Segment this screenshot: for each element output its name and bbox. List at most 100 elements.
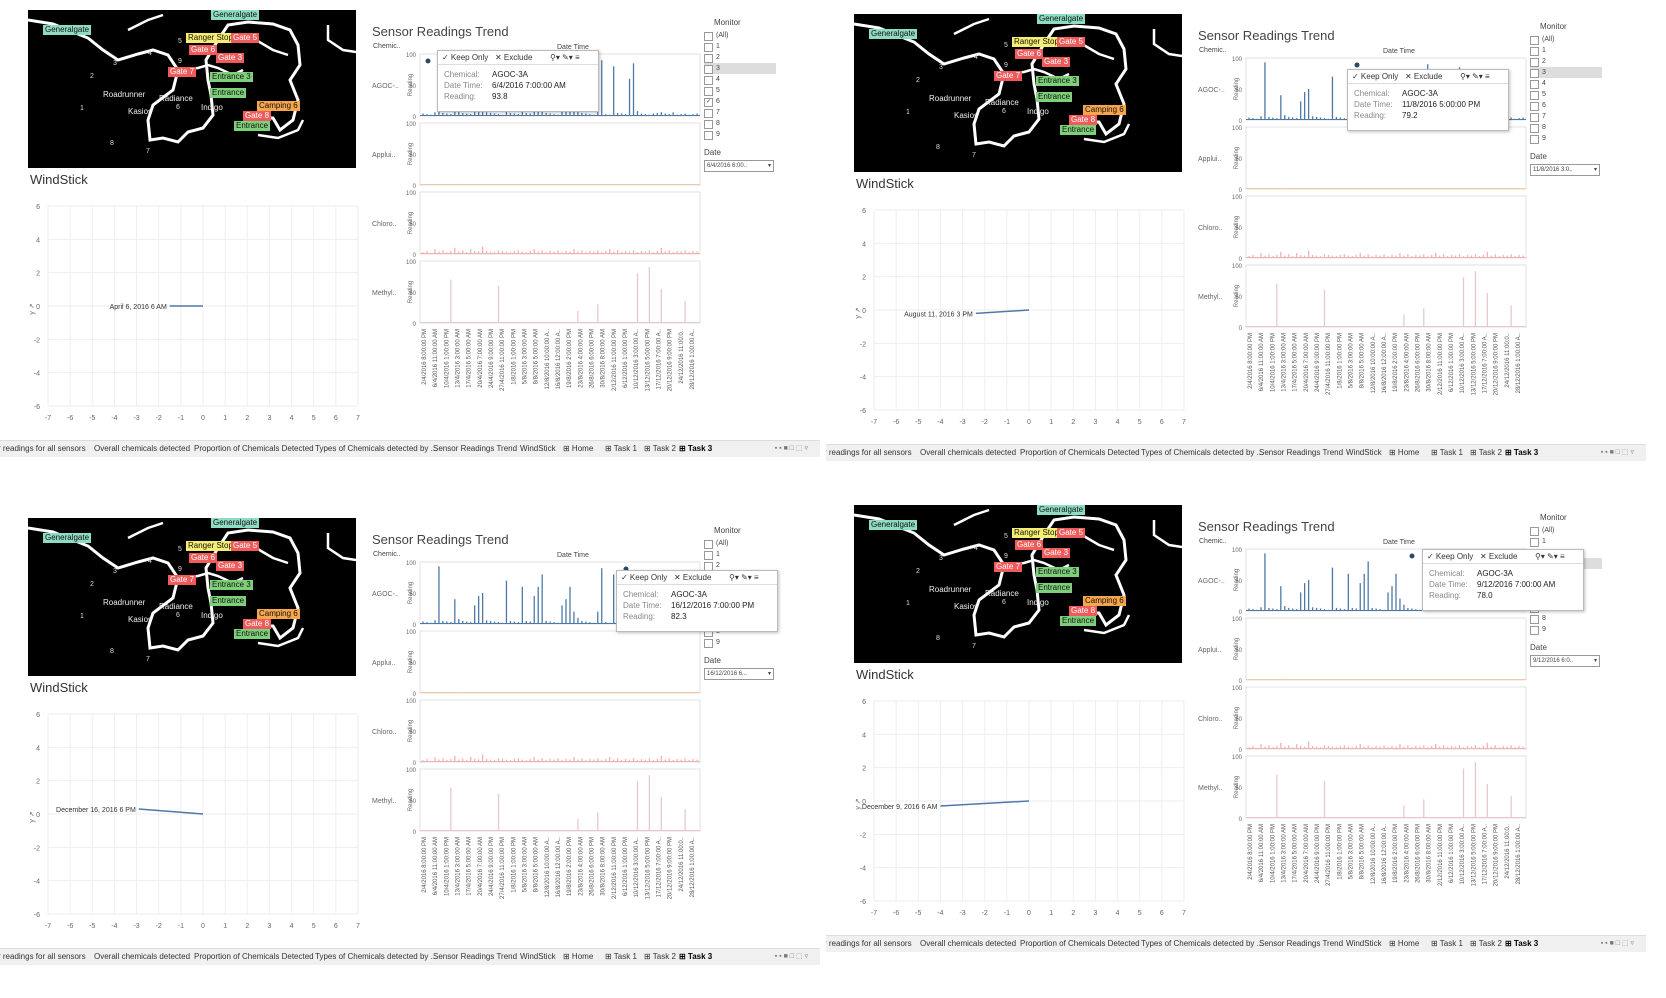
- map-label[interactable]: Gate 5: [231, 33, 260, 43]
- checkbox[interactable]: [1530, 113, 1539, 122]
- sheet-tab[interactable]: ⊞ Task 3: [679, 952, 713, 961]
- monitor-option[interactable]: 4: [1530, 78, 1602, 89]
- date-filter-dropdown[interactable]: 9/12/2016 6:0..: [1530, 655, 1600, 667]
- group-icon[interactable]: ⚲▾ ✎▾ ≡: [1460, 72, 1490, 81]
- sheet-tab[interactable]: Types of Chemicals detected by ...: [315, 444, 438, 453]
- datetime-header[interactable]: Date Time: [557, 44, 589, 51]
- monitor-option[interactable]: 1: [1530, 536, 1602, 547]
- sheet-tab[interactable]: Proportion of Chemicals Detected: [1020, 939, 1140, 948]
- map-label[interactable]: Gate 5: [1057, 37, 1086, 47]
- map-label[interactable]: Gate 8: [243, 619, 272, 629]
- map-label[interactable]: Entrance: [234, 629, 271, 639]
- monitor-option[interactable]: 2: [1530, 56, 1602, 67]
- map-label[interactable]: Entrance: [234, 121, 271, 131]
- sensor-marker[interactable]: 2: [916, 77, 920, 84]
- checkbox[interactable]: [1530, 626, 1539, 635]
- map-view[interactable]: Generalgate Generalgate Ranger Stop Gate…: [854, 14, 1182, 172]
- group-icon[interactable]: ⚲▾ ✎▾ ≡: [550, 53, 580, 62]
- monitor-option[interactable]: 1: [704, 41, 776, 52]
- map-label[interactable]: Gate 7: [168, 67, 197, 77]
- map-label[interactable]: Entrance 3: [210, 72, 253, 82]
- sheet-tab[interactable]: ⊞ Task 1: [605, 444, 637, 453]
- map-label[interactable]: Entrance: [1060, 616, 1097, 626]
- sheet-tab[interactable]: ⊞ Task 3: [1505, 939, 1539, 948]
- monitor-option[interactable]: 7: [704, 107, 776, 118]
- monitor-option[interactable]: 6: [1530, 100, 1602, 111]
- checkbox[interactable]: [1530, 538, 1539, 547]
- map-label[interactable]: Entrance 3: [1036, 567, 1079, 577]
- sensor-marker[interactable]: 4: [148, 558, 152, 565]
- sensor-marker[interactable]: 1: [80, 105, 84, 112]
- monitor-option[interactable]: (All): [704, 30, 776, 41]
- monitor-option[interactable]: 5: [704, 85, 776, 96]
- map-label[interactable]: Gate 7: [994, 562, 1023, 572]
- checkbox[interactable]: [704, 120, 713, 129]
- map-label[interactable]: Gate 5: [1057, 528, 1086, 538]
- map-label[interactable]: Gate 5: [231, 541, 260, 551]
- map-label[interactable]: Gate 8: [1069, 115, 1098, 125]
- map-label[interactable]: Gate 8: [243, 111, 272, 121]
- sheet-tab[interactable]: r readings for all sensors: [826, 939, 912, 948]
- sensor-marker[interactable]: 9: [1004, 553, 1008, 560]
- trend-chart[interactable]: AGOC-.. Reading 100 50 0 Applui.. Reading 100 50…: [370, 558, 710, 940]
- checkbox[interactable]: [704, 540, 713, 549]
- checkbox[interactable]: [1530, 69, 1539, 78]
- sensor-marker[interactable]: 6: [176, 612, 180, 619]
- map-label[interactable]: Generalgate: [869, 29, 918, 39]
- monitor-option[interactable]: 1: [704, 549, 776, 560]
- sensor-marker[interactable]: 3: [113, 568, 117, 575]
- map-label[interactable]: Entrance: [210, 596, 247, 606]
- map-label[interactable]: Entrance: [1060, 125, 1097, 135]
- sensor-marker[interactable]: 7: [972, 643, 976, 650]
- monitor-option[interactable]: 3: [704, 63, 776, 74]
- map-label[interactable]: Gate 6: [1015, 49, 1044, 59]
- map-label[interactable]: Ranger Stop: [1012, 528, 1061, 538]
- monitor-option[interactable]: (All): [1530, 525, 1602, 536]
- monitor-option[interactable]: 9: [704, 129, 776, 140]
- checkbox[interactable]: [704, 551, 713, 560]
- map-label[interactable]: Ranger Stop: [186, 33, 235, 43]
- sensor-marker[interactable]: 8: [936, 144, 940, 151]
- tab-nav-controls[interactable]: ▪ ▪ ■ □ ⬚ ▿: [774, 953, 808, 960]
- checkbox[interactable]: [1530, 102, 1539, 111]
- sheet-tab[interactable]: WindStick: [1346, 939, 1382, 948]
- sheet-tab[interactable]: Overall chemicals detected: [94, 952, 191, 961]
- monitor-option[interactable]: 1: [1530, 45, 1602, 56]
- sheet-tab[interactable]: ⊞ Home: [1389, 448, 1420, 457]
- map-label[interactable]: Entrance 3: [210, 580, 253, 590]
- sheet-tab[interactable]: Types of Chemicals detected by ...: [1141, 939, 1264, 948]
- sheet-tab[interactable]: Overall chemicals detected: [920, 939, 1017, 948]
- datetime-header[interactable]: Date Time: [1383, 539, 1415, 546]
- chemical-header[interactable]: Chemic..: [373, 43, 401, 50]
- exclude-button[interactable]: ✕ Exclude: [674, 573, 712, 582]
- tab-nav-controls[interactable]: ▪ ▪ ■ □ ⬚ ▿: [774, 445, 808, 452]
- sheet-tab[interactable]: ⊞ Task 3: [1505, 448, 1539, 457]
- map-label[interactable]: Gate 6: [1015, 540, 1044, 550]
- sheet-tab[interactable]: Sensor Readings Trend: [433, 444, 518, 453]
- trend-chart[interactable]: AGOC-.. Reading 100 50 0 Applui.. Reading 100 50…: [1196, 545, 1536, 927]
- group-icon[interactable]: ⚲▾ ✎▾ ≡: [729, 573, 759, 582]
- map-label[interactable]: Entrance: [210, 88, 247, 98]
- sheet-tab[interactable]: Proportion of Chemicals Detected: [194, 444, 314, 453]
- sheet-tab[interactable]: ⊞ Task 1: [605, 952, 637, 961]
- checkbox[interactable]: [1530, 80, 1539, 89]
- monitor-option[interactable]: 8: [1530, 122, 1602, 133]
- checkbox[interactable]: [704, 54, 713, 63]
- sheet-tab[interactable]: ⊞ Task 1: [1431, 448, 1463, 457]
- map-label[interactable]: Gate 6: [189, 553, 218, 563]
- date-filter-dropdown[interactable]: 16/12/2016 6...: [704, 668, 774, 680]
- map-label[interactable]: Generalgate: [869, 520, 918, 530]
- map-label[interactable]: Gate 3: [1042, 548, 1071, 558]
- sensor-marker[interactable]: 7: [972, 152, 976, 159]
- sheet-tab[interactable]: Proportion of Chemicals Detected: [194, 952, 314, 961]
- monitor-option[interactable]: (All): [704, 538, 776, 549]
- checkbox[interactable]: [704, 131, 713, 140]
- sensor-marker[interactable]: 8: [110, 140, 114, 147]
- checkbox[interactable]: ✓: [704, 98, 713, 107]
- sensor-marker[interactable]: 1: [906, 600, 910, 607]
- checkbox[interactable]: [1530, 135, 1539, 144]
